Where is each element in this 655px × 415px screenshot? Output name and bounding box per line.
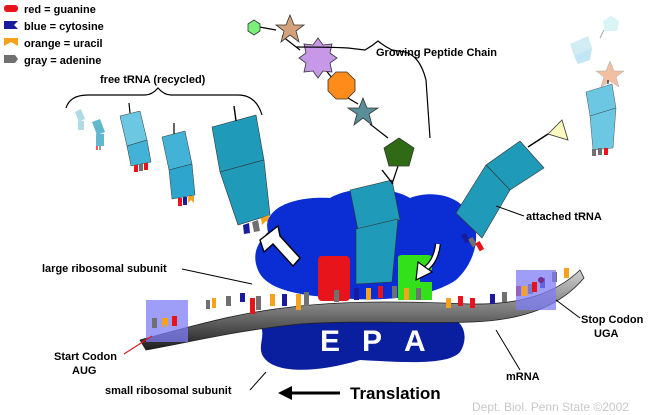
- mrna-label: mRNA: [506, 371, 540, 383]
- free-trna-faded-2: [92, 119, 105, 150]
- stop-codon-seq: UGA: [594, 328, 619, 340]
- legend-swatch: [4, 5, 18, 12]
- free-trna-4: [161, 123, 196, 206]
- site-label-e: E: [320, 325, 340, 358]
- amino-acid-hexagon: [247, 19, 261, 36]
- legend-label: blue = cytosine: [24, 21, 104, 33]
- attached-trna: [455, 119, 569, 252]
- legend-item-guanine: red = guanine: [4, 4, 96, 16]
- small-subunit-pointer: [249, 371, 267, 391]
- legend-item-uracil: orange = uracil: [4, 38, 103, 50]
- amino-acid-star: [274, 13, 306, 44]
- mrna-pointer: [495, 329, 521, 371]
- free-trna-label: free tRNA (recycled): [100, 74, 206, 86]
- attached-trna-pointer: [495, 205, 525, 217]
- attached-trna-label: attached tRNA: [526, 211, 602, 223]
- p-site-trna: [349, 169, 401, 285]
- start-codon-seq: AUG: [72, 365, 96, 377]
- legend-item-adenine: gray = adenine: [4, 55, 101, 67]
- site-label-a: A: [404, 325, 426, 358]
- legend-swatch: [4, 38, 18, 46]
- growing-peptide-chain: Growing Peptide Chain: [247, 13, 497, 185]
- legend-item-cytosine: blue = cytosine: [4, 21, 104, 33]
- large-subunit-label: large ribosomal subunit: [42, 263, 167, 275]
- small-ribosomal-subunit: [260, 308, 465, 370]
- legend-swatch: [4, 55, 18, 63]
- amino-acid-octagon: [327, 71, 356, 100]
- translation-label: Translation: [350, 384, 441, 403]
- growing-chain-label: Growing Peptide Chain: [376, 47, 497, 59]
- legend-label: gray = adenine: [24, 55, 101, 67]
- peptide-bracket: [295, 40, 431, 139]
- incoming-trna: [570, 16, 625, 156]
- legend-label: red = guanine: [24, 4, 96, 16]
- free-trna-faded-1: [75, 109, 85, 130]
- legend-label: orange = uracil: [24, 38, 103, 50]
- entry-arrow: [415, 243, 441, 282]
- credit-text: Dept. Biol. Penn State ©2002: [472, 400, 629, 414]
- start-codon-label: Start Codon: [54, 351, 117, 363]
- stop-codon-pointer: [555, 299, 581, 319]
- large-subunit-pointer: [181, 268, 253, 285]
- exit-arrow: [259, 224, 301, 268]
- stop-codon-box: [516, 270, 556, 310]
- legend-swatch: [4, 21, 18, 29]
- start-codon-box: [146, 300, 188, 342]
- small-subunit-label: small ribosomal subunit: [105, 385, 232, 397]
- start-codon-pointer: [123, 335, 153, 355]
- free-trna-bracket: [65, 87, 263, 116]
- free-trna-group: free tRNA (recycled): [65, 74, 271, 234]
- amino-acid-star-2: [346, 96, 380, 127]
- free-trna-5: [211, 105, 271, 234]
- free-trna-3: [119, 102, 152, 172]
- amino-acid-pentagon: [383, 137, 415, 167]
- translation-arrow: [278, 386, 340, 400]
- site-label-p: P: [362, 325, 382, 358]
- amino-acid-flower: [298, 37, 338, 79]
- attached-amino-acid: [547, 119, 569, 141]
- stop-codon-label: Stop Codon: [581, 314, 644, 326]
- legend: red = guanine blue = cytosine orange = u…: [4, 4, 104, 67]
